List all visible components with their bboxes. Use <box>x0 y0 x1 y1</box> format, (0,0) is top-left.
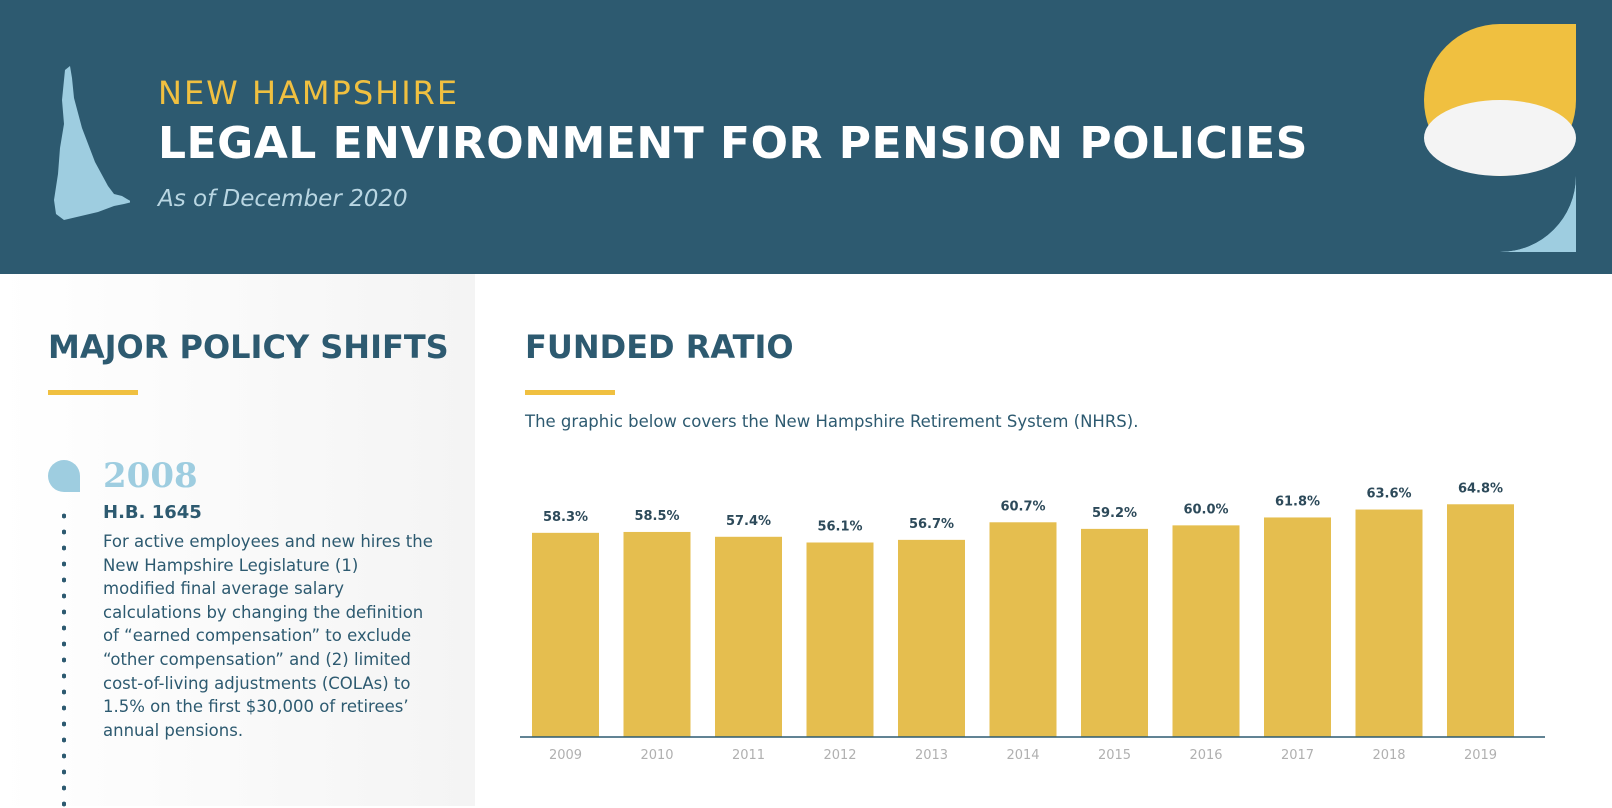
policy-shifts-title: MAJOR POLICY SHIFTS <box>48 328 449 366</box>
x-tick-label: 2009 <box>549 748 582 763</box>
funded-ratio-intro: The graphic below covers the New Hampshi… <box>525 412 1139 431</box>
new-hampshire-map-icon <box>54 66 130 220</box>
bar-value-label: 60.0% <box>1183 502 1228 517</box>
bar-2017 <box>1264 517 1331 737</box>
policy-shifts-panel <box>0 274 475 806</box>
funded-ratio-underline <box>525 390 615 395</box>
x-tick-label: 2011 <box>732 748 765 763</box>
entry-description: For active employees and new hires the N… <box>103 532 433 740</box>
brand-logo-icon <box>1424 24 1576 252</box>
entry-year: 2008 <box>103 456 198 496</box>
page-date: As of December 2020 <box>158 186 408 212</box>
page-title: LEGAL ENVIRONMENT FOR PENSION POLICIES <box>158 118 1308 169</box>
bar-value-label: 64.8% <box>1458 481 1503 496</box>
funded-ratio-chart: 58.3% 2009 58.5% 2010 57.4% 2011 56.1% 2012 56.7… <box>520 481 1545 763</box>
x-tick-label: 2012 <box>823 748 856 763</box>
bar-2014 <box>989 522 1057 737</box>
funded-ratio-title: FUNDED RATIO <box>525 328 794 366</box>
bar-value-label: 59.2% <box>1092 506 1137 521</box>
policy-shifts-underline <box>48 390 138 395</box>
bar-value-label: 57.4% <box>726 514 771 529</box>
bar-2010 <box>623 531 691 737</box>
x-tick-label: 2016 <box>1189 748 1222 763</box>
x-tick-label: 2019 <box>1464 748 1497 763</box>
state-name: NEW HAMPSHIRE <box>158 74 460 112</box>
bar-2013 <box>898 539 965 737</box>
x-tick-label: 2018 <box>1372 748 1405 763</box>
bar-value-label: 56.1% <box>817 520 862 535</box>
entry-bill: H.B. 1645 <box>103 502 202 523</box>
bar-value-label: 60.7% <box>1000 499 1045 514</box>
timeline-line <box>62 508 66 808</box>
x-tick-label: 2010 <box>640 748 673 763</box>
bar-2012 <box>806 542 874 737</box>
bar-2011 <box>715 536 782 737</box>
bar-2009 <box>532 532 599 737</box>
bar-2019 <box>1447 504 1514 737</box>
x-tick-label: 2014 <box>1006 748 1039 763</box>
bar-value-label: 56.7% <box>909 517 954 532</box>
bar-2015 <box>1081 528 1148 737</box>
bar-value-label: 63.6% <box>1366 487 1411 502</box>
bar-2016 <box>1172 525 1240 737</box>
x-tick-label: 2017 <box>1281 748 1314 763</box>
bar-value-label: 61.8% <box>1275 494 1320 509</box>
bar-value-label: 58.5% <box>634 509 679 524</box>
page-header: NEW HAMPSHIRE LEGAL ENVIRONMENT FOR PENS… <box>0 0 1612 274</box>
x-tick-label: 2013 <box>915 748 948 763</box>
timeline-marker-icon <box>48 460 80 492</box>
bar-value-label: 58.3% <box>543 510 588 525</box>
x-tick-label: 2015 <box>1098 748 1131 763</box>
bar-2018 <box>1355 509 1423 737</box>
